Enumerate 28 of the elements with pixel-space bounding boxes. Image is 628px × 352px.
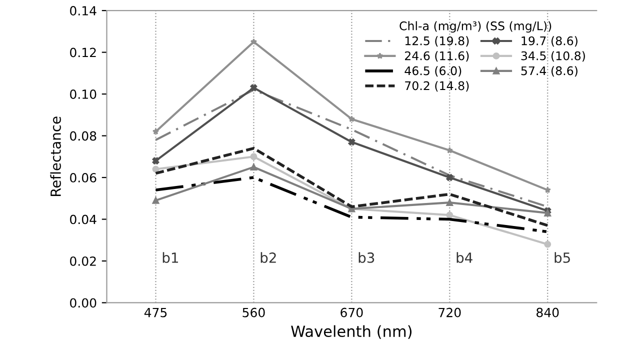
- x-axis-title: Wavelenth (nm): [291, 325, 412, 339]
- y-tick-label: 0.08: [70, 131, 96, 141]
- y-tick-label: 0.12: [70, 48, 96, 58]
- legend-label: 57.4 (8.6): [521, 66, 578, 77]
- legend-label: 46.5 (6.0): [404, 66, 462, 77]
- x-tick-label: 560: [242, 308, 265, 318]
- x-tick-label: 840: [536, 308, 559, 318]
- legend-label: 24.6 (11.6): [405, 51, 469, 62]
- legend-label: 34.5 (10.8): [521, 51, 585, 62]
- annotation: b1: [162, 252, 178, 263]
- y-tick-label: 0.02: [70, 256, 96, 266]
- legend-title: Chl-a (mg/m³) (SS (mg/L)): [400, 21, 552, 33]
- y-tick-label: 0.14: [70, 6, 96, 16]
- y-axis-title: Reflectance: [50, 116, 61, 196]
- x-tick-label: 670: [340, 308, 363, 318]
- y-tick-label: 0.06: [70, 172, 96, 182]
- x-tick-label: 720: [438, 308, 461, 318]
- legend-label: 12.5 (19.8): [405, 36, 469, 47]
- legend-label: 19.7 (8.6): [522, 36, 578, 47]
- x-tick-label: 475: [144, 308, 167, 318]
- annotation: b3: [358, 252, 374, 263]
- y-tick-label: 0.10: [70, 90, 96, 99]
- legend-label: 70.2 (14.8): [405, 81, 469, 92]
- y-tick-label: 0.00: [70, 298, 96, 308]
- annotation: b4: [456, 252, 472, 263]
- y-tick-label: 0.04: [70, 214, 96, 224]
- annotation: b2: [260, 252, 276, 263]
- annotation: b5: [554, 252, 570, 263]
